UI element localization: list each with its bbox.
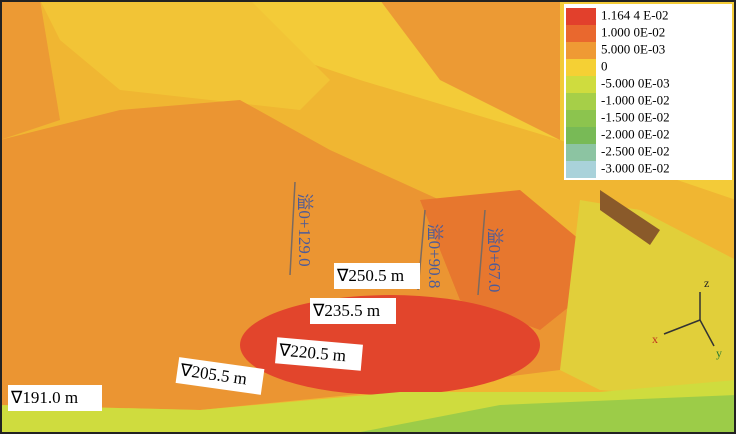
legend-swatch — [566, 42, 596, 59]
elevation-label: ∇191.0 m — [10, 388, 78, 407]
label-box — [8, 385, 102, 411]
legend-swatch — [566, 144, 596, 161]
shadow — [600, 190, 660, 245]
section-line — [477, 209, 486, 296]
section-label: 溢0+90.8 — [425, 224, 444, 289]
legend-label: 5.000 0E-03 — [601, 41, 665, 56]
elevation-label: ∇235.5 m — [312, 301, 380, 320]
axis-x — [663, 319, 701, 335]
legend: 1.164 4 E-02 1.000 0E-02 5.000 0E-03 0 -5.00… — [564, 4, 732, 180]
yellow-band — [40, 0, 330, 110]
label-box — [334, 263, 420, 289]
legend-label: -3.000 0E-02 — [601, 160, 670, 175]
legend-label: -1.000 0E-02 — [601, 92, 670, 107]
section-label: 溢0+67.0 — [485, 228, 504, 293]
legend-label: 0 — [601, 58, 608, 73]
green-zone — [350, 395, 736, 434]
legend-swatch — [566, 8, 596, 25]
legend-swatch — [566, 76, 596, 93]
orange-red-zone — [420, 190, 590, 330]
section-label: 溢0+129.0 — [295, 193, 314, 266]
label-box — [175, 357, 265, 395]
label-box — [275, 337, 363, 371]
legend-swatch — [566, 59, 596, 76]
label-box — [310, 298, 396, 324]
legend-label: -1.500 0E-02 — [601, 109, 670, 124]
axis-label: y — [716, 346, 722, 360]
legend-swatch — [566, 110, 596, 127]
right-zone — [560, 200, 736, 400]
legend-label: 1.164 4 E-02 — [601, 7, 669, 22]
legend-swatch — [566, 161, 596, 178]
axis-triad: z x y — [652, 276, 722, 360]
legend-swatch — [566, 25, 596, 42]
legend-label: -2.500 0E-02 — [601, 143, 670, 158]
axis-y — [699, 319, 715, 347]
orange-upper — [380, 0, 560, 140]
elevation-label: ∇250.5 m — [336, 266, 404, 285]
legend-swatch — [566, 127, 596, 144]
legend-label: 1.000 0E-02 — [601, 24, 665, 39]
legend-label: -5.000 0E-03 — [601, 75, 670, 90]
axis-label: x — [652, 332, 658, 346]
orange-left — [0, 0, 60, 140]
axis-label: z — [704, 276, 709, 290]
legend-label: -2.000 0E-02 — [601, 126, 670, 141]
section-line — [289, 181, 296, 276]
legend-swatch — [566, 93, 596, 110]
